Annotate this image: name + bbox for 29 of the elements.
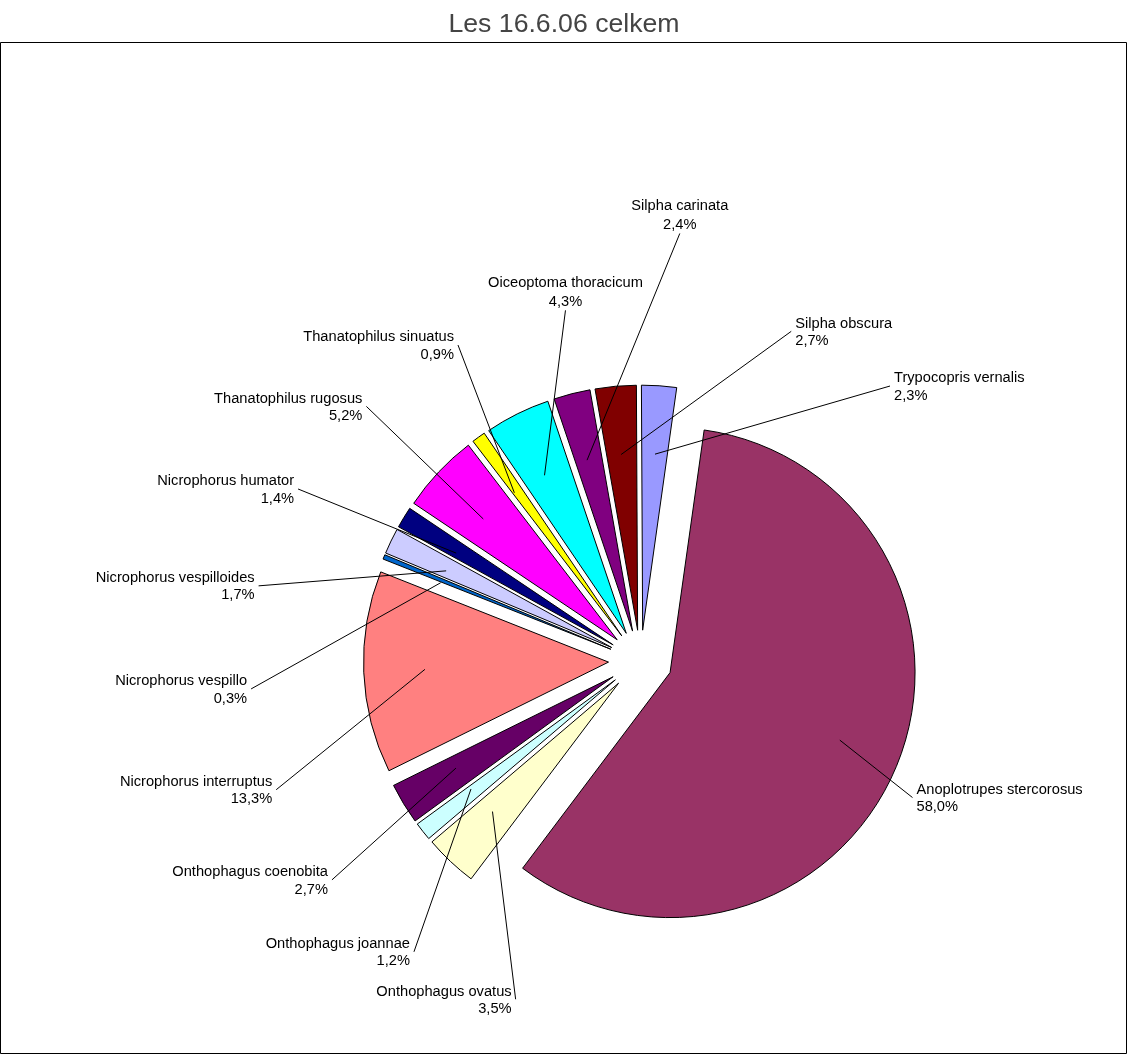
data-label: 58,0% (916, 798, 959, 815)
slice-label: Nicrophorus vespillo (115, 672, 248, 689)
slice-label: Silpha carinata (631, 196, 730, 213)
data-label: 1,7% (221, 586, 255, 603)
data-label: 1,2% (376, 952, 410, 969)
data-label: 3,5% (478, 999, 512, 1016)
slice-label: Oiceoptoma thoracicum (488, 273, 643, 290)
slice-label: Onthophagus coenobita (172, 863, 329, 880)
data-label: 13,3% (230, 790, 273, 807)
slice-label: Onthophagus ovatus (376, 982, 512, 999)
data-label: 2,7% (795, 331, 829, 348)
slice-label: Nicrophorus vespilloides (95, 569, 255, 586)
data-label: 2,4% (663, 215, 697, 232)
data-label: 0,9% (420, 345, 454, 362)
data-label: 4,3% (548, 292, 583, 309)
slice-label: Thanatophilus sinuatus (303, 328, 455, 345)
data-label: 2,3% (894, 386, 928, 403)
slice-label: Trypocopris vernalis (894, 369, 1025, 386)
slice-label: Anoplotrupes stercorosus (916, 780, 1083, 797)
data-label: 2,7% (294, 880, 328, 897)
data-label: 1,4% (260, 489, 295, 506)
slice-label: Nicrophorus humator (157, 472, 295, 489)
slice-label: Silpha obscura (795, 314, 894, 331)
chart-title: Les 16.6.06 celkem (448, 7, 680, 38)
slice-label: Onthophagus joannae (265, 935, 410, 952)
slice-label: Thanatophilus rugosus (214, 389, 363, 406)
data-label: 0,3% (213, 689, 248, 706)
slice-label: Nicrophorus interruptus (119, 773, 273, 790)
data-label: 5,2% (328, 407, 363, 424)
